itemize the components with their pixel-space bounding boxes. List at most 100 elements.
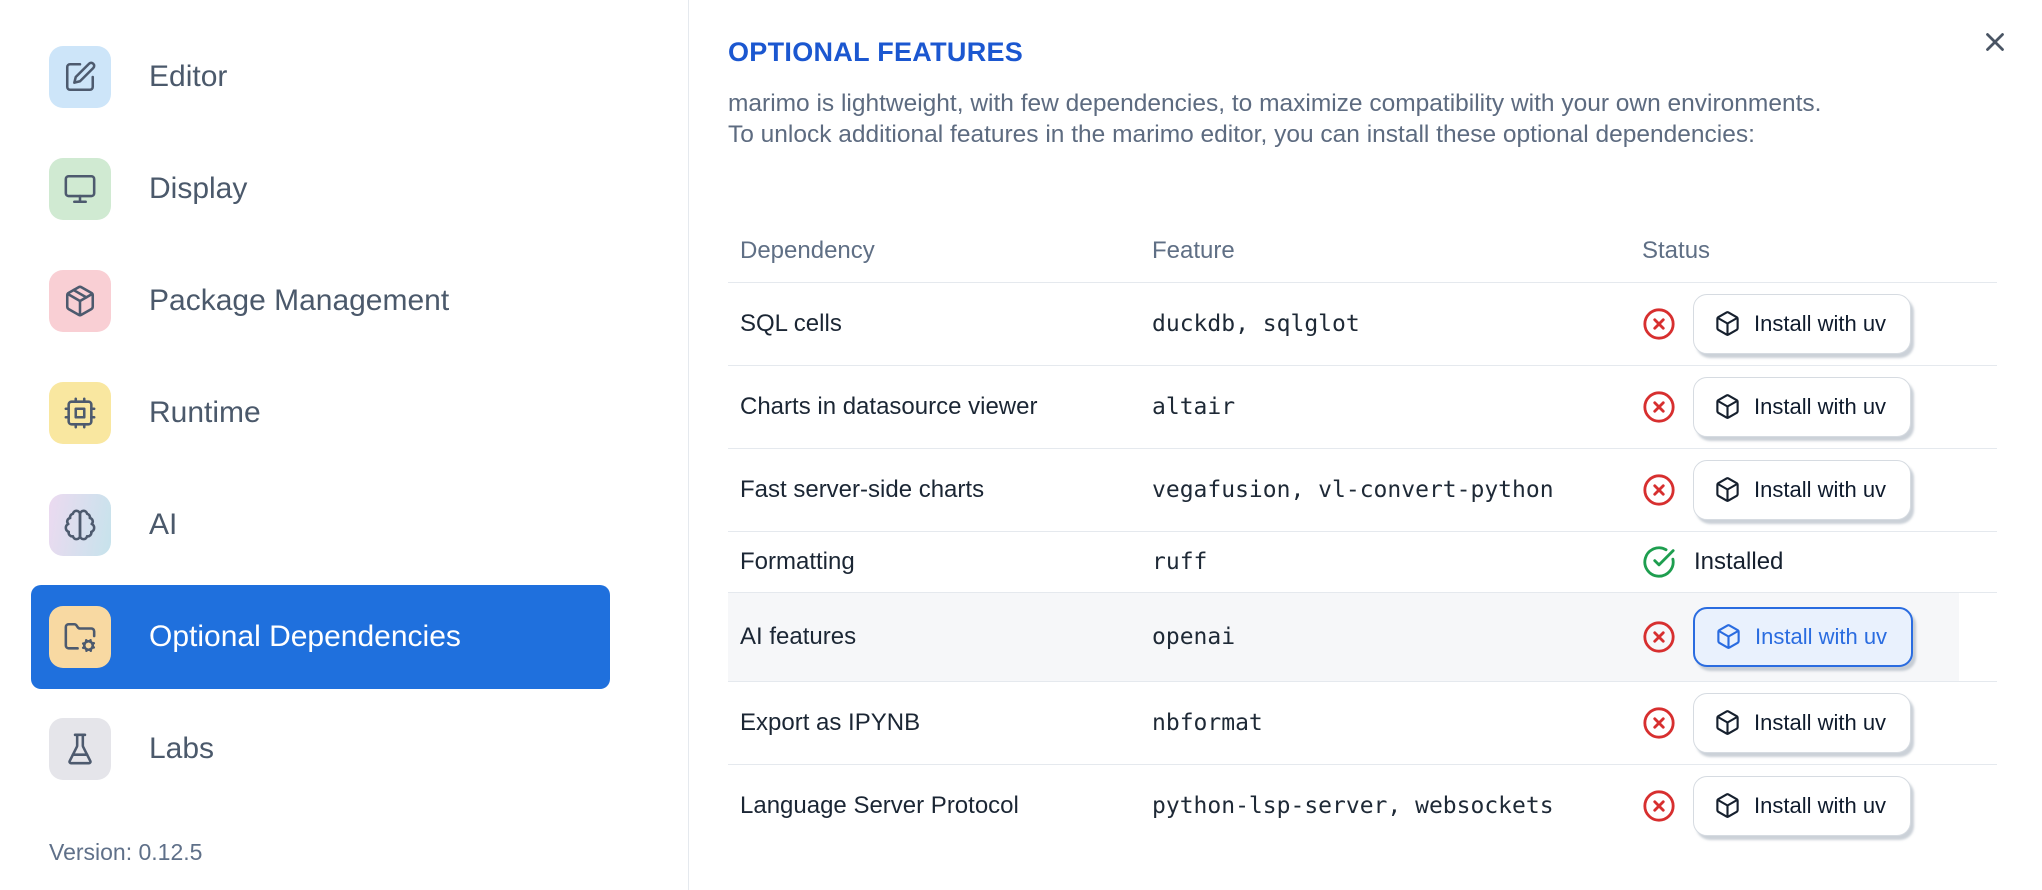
sidebar-item-optional-dependencies[interactable]: Optional Dependencies [31,585,610,689]
editor-icon-box [49,46,111,108]
brain-icon [64,509,96,541]
circle-x-icon [1643,790,1675,822]
table-row: Language Server Protocol python-lsp-serv… [728,765,1997,847]
install-with-uv-button[interactable]: Install with uv [1693,775,1912,836]
status-not-installed: Install with uv [1642,606,1914,667]
sidebar-item-label: AI [149,508,178,541]
optional-dependencies-icon-box [49,606,111,668]
box-icon [1716,710,1739,736]
circle-x-icon [1643,474,1675,506]
feature-cell: altair [1152,393,1236,420]
table-row: Fast server-side charts vegafusion, vl-c… [728,449,1997,532]
circle-x-icon [1643,707,1675,739]
sidebar-item-ai[interactable]: AI [31,494,610,556]
install-with-uv-button[interactable]: Install with uv [1693,376,1912,437]
sidebar-item-package-management[interactable]: Package Management [31,270,610,332]
ai-icon-box [49,494,111,556]
table-row: Charts in datasource viewer altair Insta… [728,366,1997,449]
table-body: SQL cells duckdb, sqlglot Install with u… [728,283,1997,847]
circle-x-icon [1643,621,1675,653]
dependency-cell: Fast server-side charts [740,475,985,503]
install-button-label: Install with uv [1754,792,1887,818]
sidebar-item-label: Editor [149,60,228,93]
runtime-icon-box [49,382,111,444]
dependency-cell: Export as IPYNB [740,708,921,736]
table-row: SQL cells duckdb, sqlglot Install with u… [728,283,1997,366]
sidebar-item-runtime[interactable]: Runtime [31,382,610,444]
status-not-installed: Install with uv [1642,293,1912,354]
dependency-cell: Language Server Protocol [740,791,1019,819]
cpu-icon [64,397,96,429]
dependency-cell: AI features [740,622,857,650]
feature-cell: nbformat [1152,709,1263,736]
status-not-installed: Install with uv [1642,692,1912,753]
package-icon-box [49,270,111,332]
sidebar-item-label: Optional Dependencies [149,620,461,653]
settings-sidebar: Editor Display Package Management Runtim… [0,0,689,890]
feature-cell: vegafusion, vl-convert-python [1152,476,1554,503]
install-button-label: Install with uv [1754,310,1887,336]
sidebar-item-label: Display [149,172,248,205]
feature-cell: python-lsp-server, websockets [1152,792,1554,819]
install-with-uv-button[interactable]: Install with uv [1693,293,1912,354]
sidebar-item-label: Labs [149,732,215,765]
box-icon [1717,624,1740,650]
box-icon [1716,311,1739,337]
table-row: AI features openai Install with uv [728,592,1997,682]
box-icon [1716,793,1739,819]
status-not-installed: Install with uv [1642,376,1912,437]
folder-cog-icon [64,622,96,653]
status-cell: Install with uv [1632,692,1997,753]
install-with-uv-button[interactable]: Install with uv [1693,692,1912,753]
table-header-row: Dependency Feature Status [728,220,1997,283]
sidebar-item-labs[interactable]: Labs [31,718,610,780]
install-button-label: Install with uv [1754,476,1887,502]
box-icon [1716,477,1739,503]
column-header-feature: Feature [1152,236,1235,264]
labs-icon-box [49,718,111,780]
square-pen-icon [65,61,96,92]
close-icon[interactable] [1978,26,2012,60]
status-installed: Installed [1642,545,1783,579]
column-header-dependency: Dependency [740,236,875,264]
status-not-installed: Install with uv [1642,775,1912,836]
install-with-uv-button[interactable]: Install with uv [1693,459,1912,520]
status-cell: Install with uv [1632,775,1997,836]
dependencies-table: Dependency Feature Status SQL cells duck… [728,220,1997,847]
circle-x-icon [1643,308,1675,340]
circle-check-icon [1643,546,1675,578]
column-header-status: Status [1642,236,1711,264]
status-cell: Install with uv [1632,606,1997,667]
sidebar-item-label: Runtime [149,396,261,429]
feature-cell: openai [1152,623,1236,650]
feature-cell: duckdb, sqlglot [1152,310,1360,337]
status-cell: Installed [1632,545,1997,579]
page-title: OPTIONAL FEATURES [728,37,1024,67]
dependency-cell: SQL cells [740,309,842,337]
circle-x-icon [1643,391,1675,423]
box-icon [1716,394,1739,420]
description: marimo is lightweight, with few dependen… [728,88,2042,150]
install-button-label: Install with uv [1755,623,1888,649]
description-line: To unlock additional features in the mar… [728,120,1755,148]
table-row: Export as IPYNB nbformat Install with uv [728,682,1997,765]
description-line: marimo is lightweight, with few dependen… [728,89,1822,117]
display-icon-box [49,158,111,220]
install-with-uv-button[interactable]: Install with uv [1693,606,1914,667]
table-row: Formatting ruff Installed [728,532,1997,593]
dependency-cell: Charts in datasource viewer [740,392,1038,420]
status-cell: Install with uv [1632,293,1997,354]
dependency-cell: Formatting [740,547,855,575]
sidebar-item-display[interactable]: Display [31,158,610,220]
installed-label: Installed [1694,547,1784,575]
sidebar-item-editor[interactable]: Editor [31,46,610,108]
status-cell: Install with uv [1632,459,1997,520]
feature-cell: ruff [1152,548,1208,575]
status-cell: Install with uv [1632,376,1997,437]
monitor-icon [64,174,96,204]
package-icon [65,285,95,317]
optional-features-panel: OPTIONAL FEATURES marimo is lightweight,… [689,0,2042,890]
sidebar-item-label: Package Management [149,284,450,317]
version-label: Version: 0.12.5 [49,839,203,865]
